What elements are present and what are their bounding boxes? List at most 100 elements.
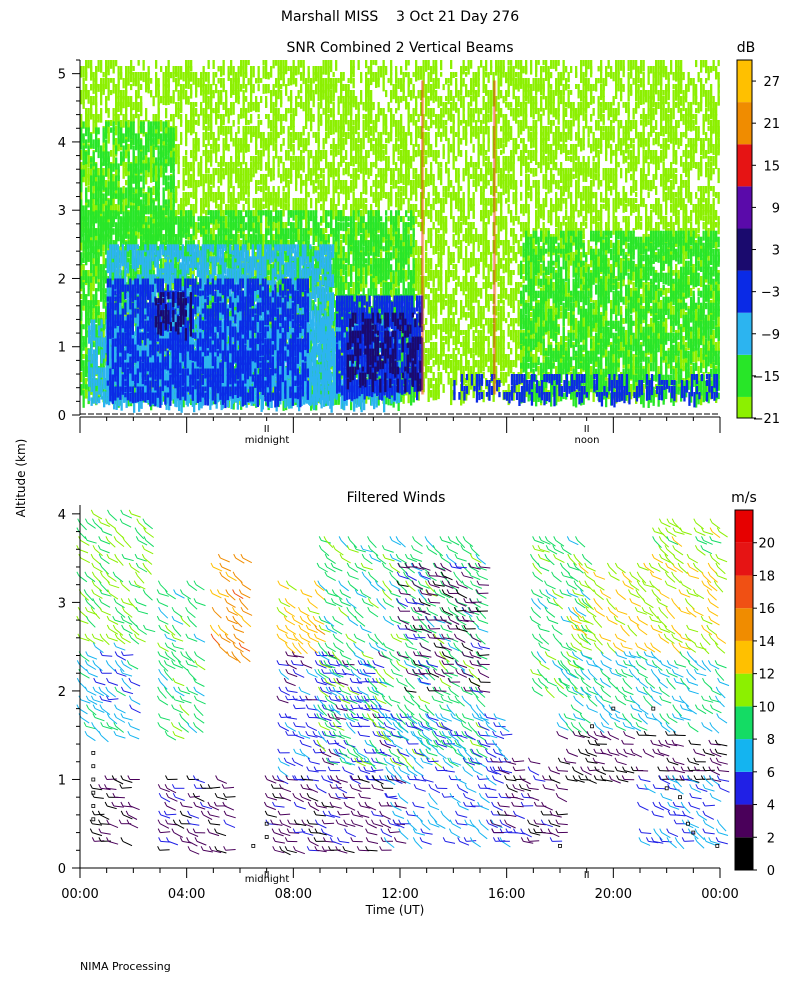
snr-cell — [460, 90, 463, 96]
snr-cell — [217, 144, 220, 152]
snr-cell — [342, 114, 345, 123]
snr-cell — [252, 162, 255, 178]
snr-cell — [280, 120, 283, 127]
snr-cell — [435, 270, 438, 279]
snr-cell — [335, 78, 338, 87]
snr-cell — [437, 282, 440, 291]
snr-cell — [175, 84, 178, 90]
snr-cell — [297, 102, 300, 108]
snr-cell — [412, 144, 415, 153]
snr-cell — [315, 156, 318, 163]
snr-cell — [192, 144, 195, 154]
snr-cell — [137, 72, 140, 80]
snr-cell — [150, 210, 153, 223]
snr-cell — [500, 180, 503, 189]
snr-cell — [427, 210, 430, 219]
snr-cell — [365, 102, 368, 112]
snr-cell — [392, 288, 395, 301]
snr-cell — [447, 156, 450, 164]
snr-cell — [265, 114, 268, 119]
snr-cell — [200, 78, 203, 88]
snr-cell — [112, 156, 115, 167]
snr-cell — [452, 264, 455, 270]
snr-cell — [447, 150, 450, 157]
snr-cell — [477, 162, 480, 170]
snr-cell — [85, 162, 88, 169]
snr-cell — [315, 72, 318, 82]
snr-cell — [322, 198, 325, 212]
snr-cell — [230, 108, 233, 116]
snr-cell — [472, 222, 475, 230]
snr-cell — [322, 210, 325, 223]
snr-cell — [237, 84, 240, 91]
snr-cell — [472, 96, 475, 102]
snr-cell — [405, 162, 408, 171]
snr-cell — [417, 180, 420, 187]
snr-cell — [510, 228, 513, 237]
snr-cell — [417, 150, 420, 157]
snr-cell — [282, 222, 285, 229]
snr-cell — [307, 108, 310, 122]
snr-cell — [165, 78, 168, 88]
snr-cell — [507, 180, 510, 193]
snr-cell — [445, 186, 448, 199]
snr-cell — [487, 198, 490, 206]
snr-cell — [285, 84, 288, 96]
snr-cell — [197, 78, 200, 88]
snr-cell — [232, 138, 235, 147]
snr-cell — [435, 138, 438, 148]
snr-cell — [420, 282, 423, 294]
snr-cell — [212, 192, 215, 203]
snr-cell — [155, 162, 158, 178]
snr-cell — [410, 186, 413, 197]
snr-cell — [332, 150, 335, 158]
snr-cell — [135, 156, 138, 166]
snr-cell — [95, 108, 98, 119]
snr-cell — [385, 66, 388, 76]
snr-cell — [485, 168, 488, 181]
snr-cell — [425, 66, 428, 72]
snr-cell — [302, 198, 305, 206]
snr-cell — [475, 108, 478, 114]
snr-cell — [507, 204, 510, 214]
snr-cell — [415, 72, 418, 82]
snr-cell — [172, 384, 175, 393]
snr-cell — [325, 78, 328, 90]
snr-cell — [450, 258, 453, 265]
snr-cell — [512, 360, 515, 367]
snr-cell — [317, 66, 320, 79]
snr-cell — [512, 66, 515, 79]
snr-cell — [362, 222, 365, 229]
snr-cell — [342, 102, 345, 116]
snr-cell — [130, 60, 133, 68]
snr-cell — [470, 78, 473, 92]
snr-cell — [92, 84, 95, 94]
snr-cell — [275, 132, 278, 140]
snr-cell — [357, 132, 360, 143]
snr-cell — [370, 90, 373, 105]
snr-cell — [272, 114, 275, 128]
snr-cell — [242, 156, 245, 165]
snr-cell — [455, 156, 458, 162]
snr-cell — [520, 138, 523, 144]
snr-cell — [272, 162, 275, 170]
snr-cell — [472, 144, 475, 153]
snr-cell — [235, 78, 238, 89]
snr-cell — [330, 84, 333, 90]
snr-cell — [207, 60, 210, 69]
snr-cell — [445, 288, 448, 299]
snr-cell — [357, 102, 360, 112]
snr-cell — [445, 366, 448, 374]
snr-cell — [302, 162, 305, 173]
snr-cell — [245, 198, 248, 204]
snr-cell — [257, 114, 260, 120]
snr-cell — [367, 120, 370, 131]
snr-cell — [192, 210, 195, 218]
snr-cell — [427, 270, 430, 281]
snr-cell — [490, 66, 493, 76]
snr-cell — [397, 102, 400, 111]
snr-cell — [510, 108, 513, 117]
snr-cell — [390, 276, 393, 284]
snr-cell — [430, 270, 433, 281]
snr-cell — [505, 240, 508, 256]
